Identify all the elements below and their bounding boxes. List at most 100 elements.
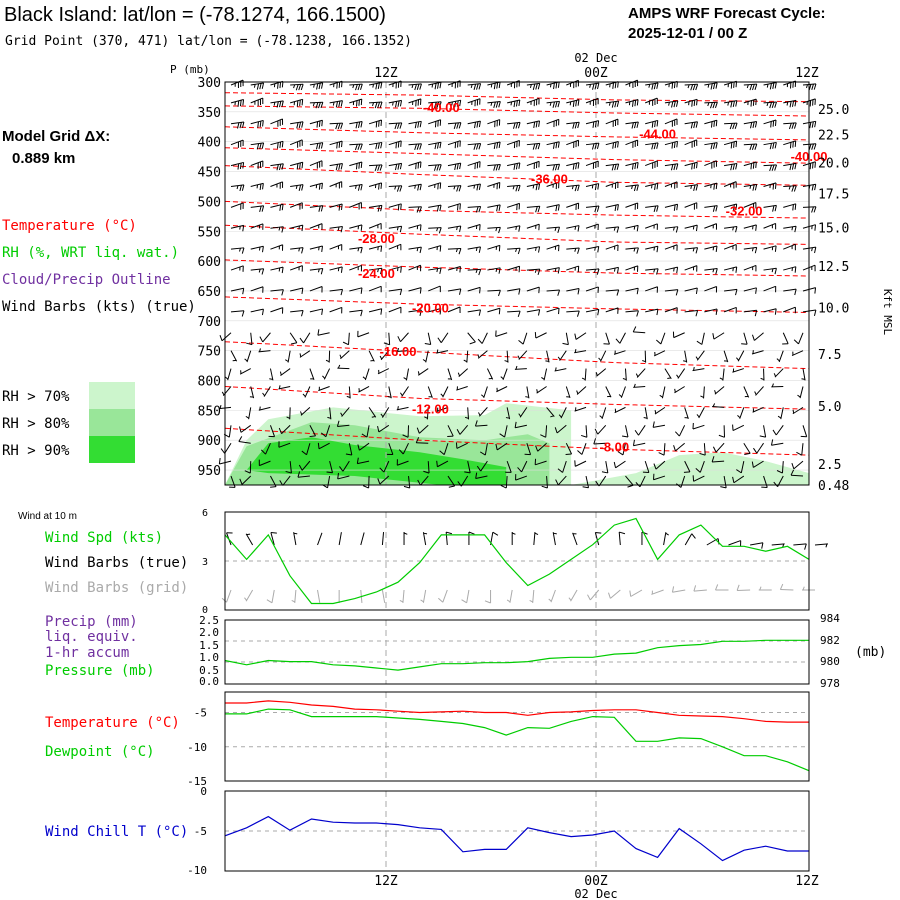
xs-barb-r12-c10-flag [424,342,431,345]
xs-barb-r11-c1 [250,308,264,316]
xs-barb-r16-c21 [643,407,648,420]
xs-barb-r15-c5 [318,386,330,392]
xs-barb-r4-c24 [704,160,717,169]
temperature-contour-labels: -40.00-44.00-40.00-36.00-32.00-28.00-24.… [358,100,827,455]
xs-barb-r1-c17-flag [575,100,577,107]
xs-barb-r3-c4-staff [309,142,323,146]
xs-barb-r10-c13-staff [487,289,501,292]
xs-barb-r5-c1-flag [262,183,264,190]
xs-barb-r10-c9-staff [408,287,422,292]
xs-barb-r1-c17-staff [566,99,580,104]
xs-barb-r1-c24-half [707,102,710,107]
xs-barb-r0-c27-staff [763,82,777,86]
xs-barb-r5-c4-flag [321,183,323,190]
xs-barb-r6-c27 [763,204,777,212]
xs-barb-r19-c3 [285,461,292,474]
xs-barb-r9-c0-staff [230,265,244,271]
xs-barb-r18-c25-staff [715,442,725,453]
xs-barb-r20-c23-staff [680,475,686,488]
pressure-axis-label: P (mb) [170,63,210,76]
wind10-barb-grid-14-staff [532,589,535,603]
xs-barb-r3-c14-staff [506,139,520,146]
xs-barb-r10-c1 [250,286,264,293]
xs-barb-r4-c20-staff [625,161,639,167]
xs-barb-r9-c5-flag [340,266,343,273]
xs-barb-r20-c16-staff [546,476,548,489]
xs-barb-r15-c21-staff [633,385,646,388]
xs-barb-r7-c2-half [278,226,281,231]
wind-speed-legend: Wind Spd (kts) [45,530,163,546]
xs-barb-r9-c22 [664,266,679,274]
xs-barb-r2-c1-staff [250,119,264,125]
xs-barb-r7-c20-flag [636,225,639,232]
wind10-barb-grid-10-staff [442,589,448,603]
xs-barb-r2-c12-staff [467,120,481,125]
xs-barb-r11-c7 [368,308,383,315]
xs-barb-r1-c22-flag [675,100,679,107]
xs-barb-r11-c27-flag [774,308,777,315]
temp-label-1: -40.00 [423,100,460,115]
wind10-barb-grid-21-flag [671,586,675,593]
xs-barb-r16-c4 [300,407,311,416]
xs-barb-r18-c7-staff [359,442,370,451]
xs-barb-r10-c17-flag [577,288,580,295]
xs-barb-r9-c2-half [278,267,281,272]
xs-barb-r3-c24-flag [710,143,713,150]
xs-barb-r10-c17 [566,287,580,295]
wind10-barb-grid-2 [266,589,275,604]
xs-barb-r8-c10 [428,245,442,252]
xs-barb-r13-c4-half [299,353,302,357]
wind10-barb-true-17-flag [595,531,602,534]
wind10-barb-true-21-flag [691,533,696,539]
xs-barb-r4-c27-flag [771,164,775,171]
wind10-barb-true-11-flag [468,531,475,535]
xs-barb-r4-c19-flag [614,164,617,171]
height-tick-labels: 25.022.520.017.515.012.510.07.55.02.50.4… [818,103,849,494]
isotherm-5 [224,165,810,186]
xs-barb-r14-c7 [362,368,370,381]
xs-barb-r17-c20-flag [621,435,629,438]
xs-barb-r3-c13 [487,141,501,150]
wind10-barb-true-20-staff [663,532,667,546]
pressure-tick-600: 600 [198,255,221,270]
wind10-barb-grid-25-half [759,586,762,591]
xs-barb-r18-c6 [345,443,353,456]
xs-barb-r2-c25-flag [732,123,736,130]
xs-barb-r1-c10-half [431,102,434,107]
xs-barb-r8-c15-flag [538,246,541,253]
rh-label-80: RH > 80% [2,416,70,432]
xs-barb-r9-c10-flag [439,267,442,274]
xs-barb-r10-c16-staff [546,289,560,292]
xs-barb-r16-c25-staff [712,406,725,408]
xs-barb-r0-c4-staff [309,82,323,86]
xs-barb-r18-c5 [317,442,330,450]
wind10-barb-true-6 [360,532,365,546]
xs-barb-r15-c2 [262,386,271,397]
xs-barb-r7-c14-staff [507,225,520,229]
xs-barb-r12-c27-flag [751,334,755,341]
xs-barb-r2-c28-flag [788,123,792,130]
temp-series-1 [225,700,809,723]
xs-barb-r8-c16-staff [546,244,560,250]
xs-barb-r19-c7 [356,457,370,465]
xs-barb-r2-c28-flag [793,122,797,129]
xs-barb-r19-c12 [464,461,471,474]
wind10-barb-true-21 [684,533,696,546]
xs-barb-r10-c18-staff [585,286,599,292]
xs-barb-r5-c14-half [512,185,515,190]
xs-barb-r5-c29-flag [814,184,817,191]
xs-barb-r14-c15 [514,365,527,370]
xs-barb-r10-c26-flag [755,287,757,294]
xs-barb-r7-c14 [507,225,521,232]
xs-barb-r1-c24-flag [712,102,716,109]
xs-barb-r3-c25 [723,140,738,149]
xs-barb-r15-c7 [358,386,370,393]
xs-barb-r3-c7 [368,141,383,150]
xs-barb-r17-c22-staff [653,424,666,428]
xs-barb-r4-c7-staff [369,164,383,167]
xs-barb-r20-c26 [732,475,745,484]
xs-barb-r19-c17-staff [562,460,567,473]
xs-barb-r0-c26-flag [752,84,755,91]
xs-barb-r0-c27-half [766,84,769,88]
xs-barb-r4-c0 [230,161,245,170]
